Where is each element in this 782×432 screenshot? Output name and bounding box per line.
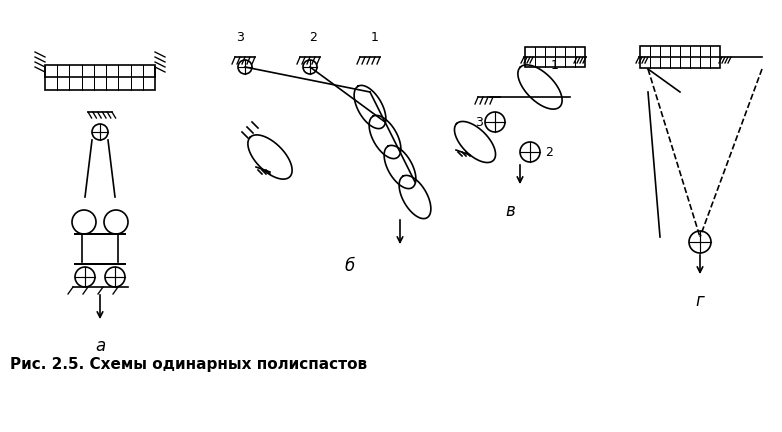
Text: б: б [345, 257, 355, 275]
Text: 1: 1 [551, 59, 559, 72]
Bar [640, 46, 720, 68]
Text: а: а [95, 337, 105, 355]
Text: 2: 2 [545, 146, 553, 159]
Text: 3: 3 [475, 115, 483, 128]
Text: 2: 2 [309, 31, 317, 44]
Bar [45, 64, 155, 89]
Text: г: г [696, 292, 705, 310]
Text: Рис. 2.5. Схемы одинарных полиспастов: Рис. 2.5. Схемы одинарных полиспастов [10, 356, 367, 372]
Text: 1: 1 [371, 31, 379, 44]
Bar [525, 47, 585, 67]
Text: в: в [505, 202, 515, 220]
Text: 3: 3 [236, 31, 244, 44]
